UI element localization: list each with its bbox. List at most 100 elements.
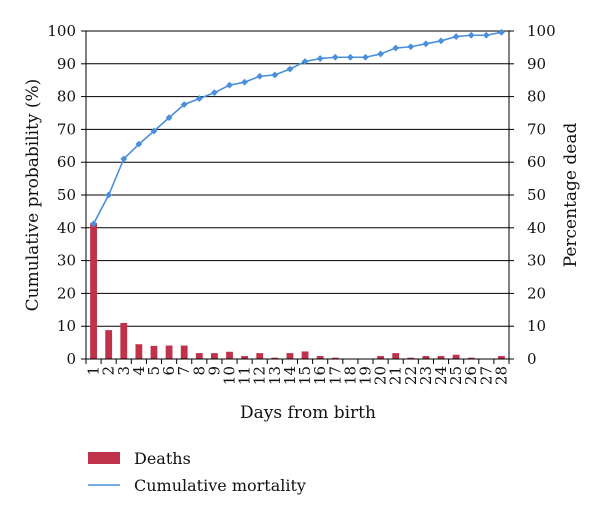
x-tick-label: 23 <box>417 366 435 385</box>
x-tick-label: 15 <box>296 366 314 385</box>
cumulative-mortality-point <box>301 58 309 65</box>
y-right-tick-label: 10 <box>527 317 546 335</box>
y-right-tick-label: 40 <box>527 219 546 237</box>
x-tick-label: 3 <box>115 366 133 376</box>
y-left-tick-label: 20 <box>57 284 76 302</box>
x-tick-label: 2 <box>100 366 118 376</box>
cumulative-mortality-point <box>180 101 188 108</box>
y-right-tick-label: 20 <box>527 284 546 302</box>
x-axis-title: Days from birth <box>240 403 376 423</box>
x-tick-label: 20 <box>372 366 390 385</box>
x-tick-label: 18 <box>341 366 359 385</box>
x-tick-label: 22 <box>402 366 420 385</box>
legend: Deaths Cumulative mortality <box>88 449 306 495</box>
deaths-bar <box>256 353 264 359</box>
y-right-tick-label: 60 <box>527 153 546 171</box>
x-tick-label: 8 <box>190 366 208 376</box>
deaths-bar <box>241 356 249 359</box>
y-right-axis-title: Percentage dead <box>561 123 581 268</box>
cumulative-mortality-point <box>482 31 490 39</box>
deaths-bar <box>286 353 294 359</box>
cumulative-mortality-point <box>467 31 475 39</box>
x-tick-label: 14 <box>281 366 299 385</box>
y-right-tick-label: 70 <box>527 120 546 138</box>
y-left-tick-label: 90 <box>57 55 76 73</box>
x-tick-label: 5 <box>145 366 163 376</box>
x-tick-label: 1 <box>85 366 103 376</box>
deaths-bars <box>90 222 505 359</box>
deaths-bar <box>301 351 309 359</box>
cumulative-mortality-point <box>437 37 445 45</box>
deaths-bar <box>180 345 188 359</box>
cumulative-mortality-point <box>377 50 384 58</box>
deaths-bar <box>150 345 158 359</box>
x-tick-label: 4 <box>130 366 148 376</box>
cumulative-mortality-point <box>120 155 128 163</box>
x-tick-label: 21 <box>387 366 405 385</box>
y-left-tick-label: 100 <box>47 22 76 40</box>
x-tick-label: 17 <box>326 366 344 385</box>
cumulative-mortality-point <box>422 40 430 48</box>
x-tick-label: 7 <box>175 366 193 376</box>
axes <box>81 30 514 364</box>
y-right-tick-label: 90 <box>527 55 546 73</box>
deaths-bar <box>452 354 460 359</box>
y-left-tick-label: 80 <box>57 88 76 106</box>
deaths-bar <box>195 353 203 359</box>
x-tick-label: 6 <box>160 366 178 376</box>
deaths-bar <box>90 222 97 359</box>
deaths-bar <box>407 357 415 359</box>
cumulative-mortality-point <box>286 65 294 73</box>
y-left-axis-title: Cumulative probability (%) <box>23 79 43 312</box>
cumulative-mortality-point <box>150 127 158 135</box>
deaths-bar <box>422 356 430 359</box>
x-tick-label: 10 <box>221 366 239 385</box>
deaths-bar <box>437 356 445 359</box>
deaths-bar <box>226 351 233 359</box>
cumulative-mortality-point <box>452 33 460 40</box>
deaths-bar <box>498 356 505 359</box>
y-right-tick-label: 0 <box>527 350 537 368</box>
cumulative-mortality-point <box>135 140 143 148</box>
y-left-tick-label: 30 <box>57 252 76 270</box>
y-left-tick-label: 60 <box>57 153 76 171</box>
y-left-tick-label: 40 <box>57 219 76 237</box>
y-right-tick-label: 100 <box>527 22 556 40</box>
x-tick-label: 16 <box>311 366 329 385</box>
cumulative-mortality-point <box>346 53 354 61</box>
legend-label-cumulative-mortality: Cumulative mortality <box>134 476 306 495</box>
x-tick-label: 27 <box>477 366 495 385</box>
cumulative-mortality-point <box>226 81 233 89</box>
deaths-bar <box>105 330 113 359</box>
y-right-tick-label: 50 <box>527 186 546 204</box>
x-tick-label: 12 <box>251 366 269 385</box>
y-right-tick-label: 30 <box>527 252 546 270</box>
deaths-bar <box>135 344 143 359</box>
y-left-tick-label: 70 <box>57 120 76 138</box>
deaths-bar <box>377 356 384 359</box>
y-left-tick-label: 0 <box>66 350 76 368</box>
cumulative-mortality-point <box>165 114 173 121</box>
cumulative-mortality-point <box>407 43 415 51</box>
x-tick-label: 9 <box>205 366 223 376</box>
cumulative-mortality-point <box>195 95 203 102</box>
x-tick-label: 26 <box>462 366 480 385</box>
x-tick-label: 25 <box>447 366 465 385</box>
legend-label-deaths: Deaths <box>134 449 191 468</box>
x-tick-label: 28 <box>492 366 510 385</box>
deaths-bar <box>467 357 475 359</box>
gridlines <box>86 30 509 360</box>
deaths-bar <box>271 357 279 359</box>
y-left-tick-label: 10 <box>57 317 76 335</box>
deaths-bar <box>316 356 324 359</box>
deaths-bar <box>331 357 339 359</box>
deaths-bar <box>211 353 218 359</box>
cumulative-mortality-point <box>211 89 218 97</box>
cumulative-mortality-point <box>90 220 97 228</box>
x-tick-label: 24 <box>432 366 450 385</box>
y-right-tick-label: 80 <box>527 88 546 106</box>
deaths-bar <box>120 322 128 359</box>
cumulative-mortality-series <box>90 28 505 228</box>
x-tick-label: 13 <box>266 366 284 385</box>
